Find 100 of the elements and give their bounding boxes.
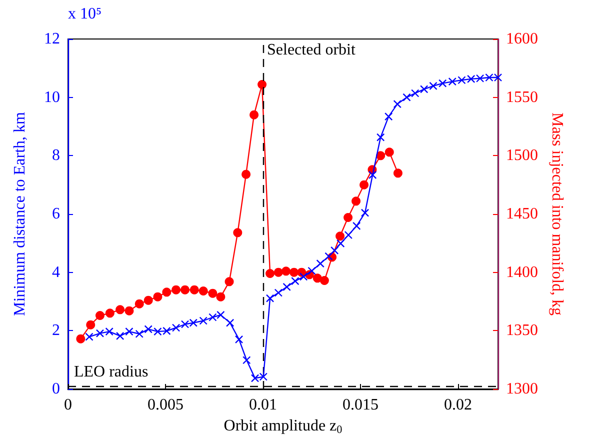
point — [324, 252, 333, 260]
point — [134, 299, 144, 308]
point — [411, 89, 420, 98]
y2-tick-label: 1600 — [506, 30, 538, 48]
point — [116, 305, 125, 314]
point — [116, 332, 124, 340]
point — [344, 213, 353, 222]
point — [242, 170, 251, 179]
point — [494, 73, 502, 82]
y-tick-label: 4 — [52, 264, 60, 281]
point — [274, 268, 283, 277]
point — [282, 266, 291, 276]
point — [344, 230, 353, 240]
point — [352, 196, 361, 206]
point — [384, 148, 394, 157]
y2-tick-label: 1400 — [506, 264, 538, 281]
point — [216, 292, 226, 302]
point — [282, 282, 291, 292]
y-tick-label: 12 — [44, 30, 60, 48]
point — [266, 294, 274, 302]
x-tick-label: 0.005 — [148, 396, 184, 414]
point — [429, 82, 438, 90]
text: x 10⁵ — [68, 6, 102, 22]
point — [250, 374, 260, 382]
point — [224, 277, 234, 286]
point — [316, 259, 324, 268]
y2-tick-label: 1500 — [506, 147, 538, 164]
point — [352, 222, 361, 230]
y2-tick-label: 1550 — [506, 88, 538, 106]
point — [274, 288, 283, 297]
point — [96, 329, 104, 338]
point — [259, 372, 268, 381]
point — [76, 334, 86, 344]
point — [476, 74, 484, 82]
point — [336, 239, 345, 248]
point — [360, 208, 370, 217]
y2-tick-label: 1450 — [506, 206, 538, 222]
y-tick-label: 6 — [52, 206, 60, 222]
point — [198, 286, 208, 296]
point — [368, 170, 377, 180]
point — [376, 133, 385, 142]
point — [162, 326, 171, 336]
point — [154, 327, 162, 336]
point — [258, 80, 267, 89]
point — [180, 320, 190, 328]
y-tick-label: 8 — [52, 147, 60, 164]
point — [233, 228, 242, 238]
point — [290, 268, 299, 277]
point — [360, 180, 369, 190]
y-axis-title: Minimum distance to Earth, km — [12, 111, 28, 316]
point — [250, 110, 259, 120]
point — [376, 151, 386, 160]
point — [320, 276, 329, 285]
ref-line-label: LEO radius — [74, 364, 148, 381]
ref-line-label: Selected orbit — [267, 42, 356, 58]
point — [266, 269, 275, 278]
point — [180, 285, 190, 294]
point — [124, 306, 134, 316]
point — [208, 313, 217, 322]
point — [190, 285, 199, 294]
point — [153, 292, 162, 302]
point — [312, 274, 322, 283]
point — [402, 93, 411, 102]
y2-tick-label: 1300 — [506, 380, 538, 398]
point — [308, 266, 316, 275]
point — [86, 320, 96, 330]
point — [438, 79, 447, 88]
point — [189, 318, 198, 327]
point — [172, 324, 180, 332]
point — [162, 288, 172, 297]
point — [485, 73, 494, 82]
x-tick-label: 0.01 — [249, 396, 278, 414]
point — [384, 112, 393, 121]
point — [330, 246, 339, 255]
point — [85, 332, 94, 341]
point — [448, 77, 456, 86]
y-tick-label: 0 — [52, 380, 60, 398]
point — [458, 76, 466, 84]
point — [299, 272, 308, 281]
x-tick-label: 0.015 — [342, 396, 379, 414]
point — [144, 296, 153, 305]
point — [226, 318, 234, 327]
point — [208, 288, 218, 298]
point — [216, 310, 225, 320]
point — [466, 74, 476, 84]
point — [199, 316, 208, 325]
y2-axis-title: Mass injected into manifold, kg — [548, 112, 566, 316]
y-tick-label: 2 — [52, 322, 60, 340]
point — [172, 285, 181, 294]
y-tick-label: 10 — [44, 88, 60, 106]
x-tick-label: 0 — [64, 396, 72, 414]
point — [234, 335, 244, 344]
point — [105, 327, 114, 336]
point — [420, 85, 428, 94]
x-tick-label: 0.02 — [444, 396, 472, 414]
point — [393, 168, 402, 178]
y2-tick-label: 1350 — [506, 322, 538, 340]
point — [105, 308, 114, 318]
point — [242, 356, 251, 364]
point — [135, 330, 144, 338]
